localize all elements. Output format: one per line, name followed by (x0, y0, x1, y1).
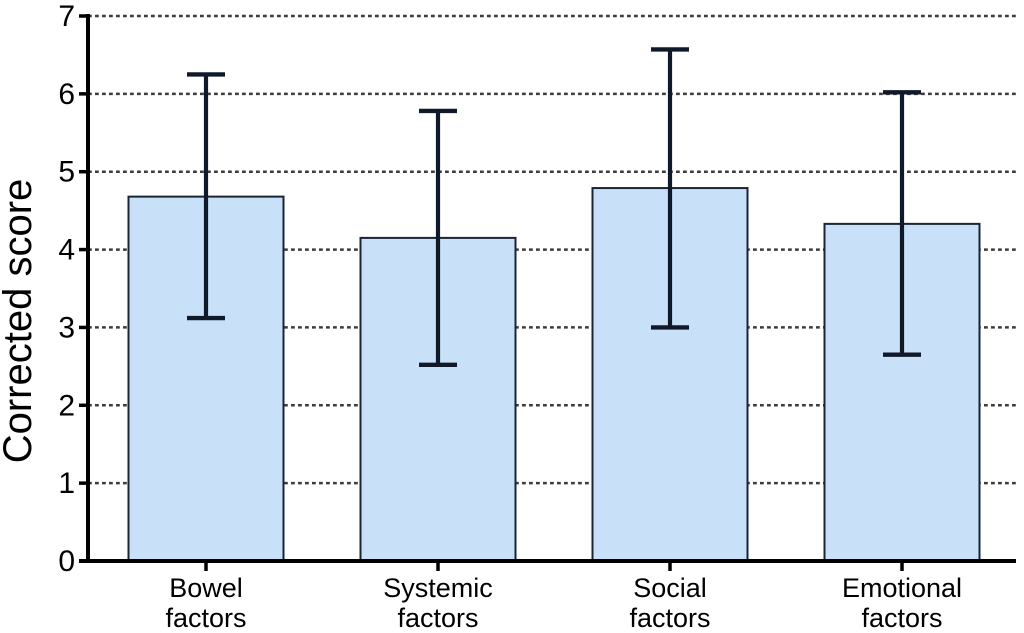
y-tick-label: 4 (58, 234, 75, 267)
x-category-label: Emotional (842, 573, 962, 603)
y-tick-label: 0 (58, 545, 75, 578)
x-category-label: Bowel (169, 573, 243, 603)
y-axis-title: Corrected score (0, 179, 40, 464)
y-tick-label: 7 (58, 0, 75, 33)
y-tick-label: 1 (58, 467, 75, 500)
x-category-label: factors (165, 603, 246, 633)
y-tick-label: 3 (58, 311, 75, 344)
x-category-label: factors (861, 603, 942, 633)
y-tick-label: 6 (58, 78, 75, 111)
x-category-label: Social (633, 573, 707, 603)
y-tick-label: 2 (58, 389, 75, 422)
x-category-label: factors (397, 603, 478, 633)
y-tick-label: 5 (58, 156, 75, 189)
plot-area: 01234567BowelfactorsSystemicfactorsSocia… (58, 0, 1016, 633)
x-category-label: factors (629, 603, 710, 633)
x-category-label: Systemic (383, 573, 493, 603)
